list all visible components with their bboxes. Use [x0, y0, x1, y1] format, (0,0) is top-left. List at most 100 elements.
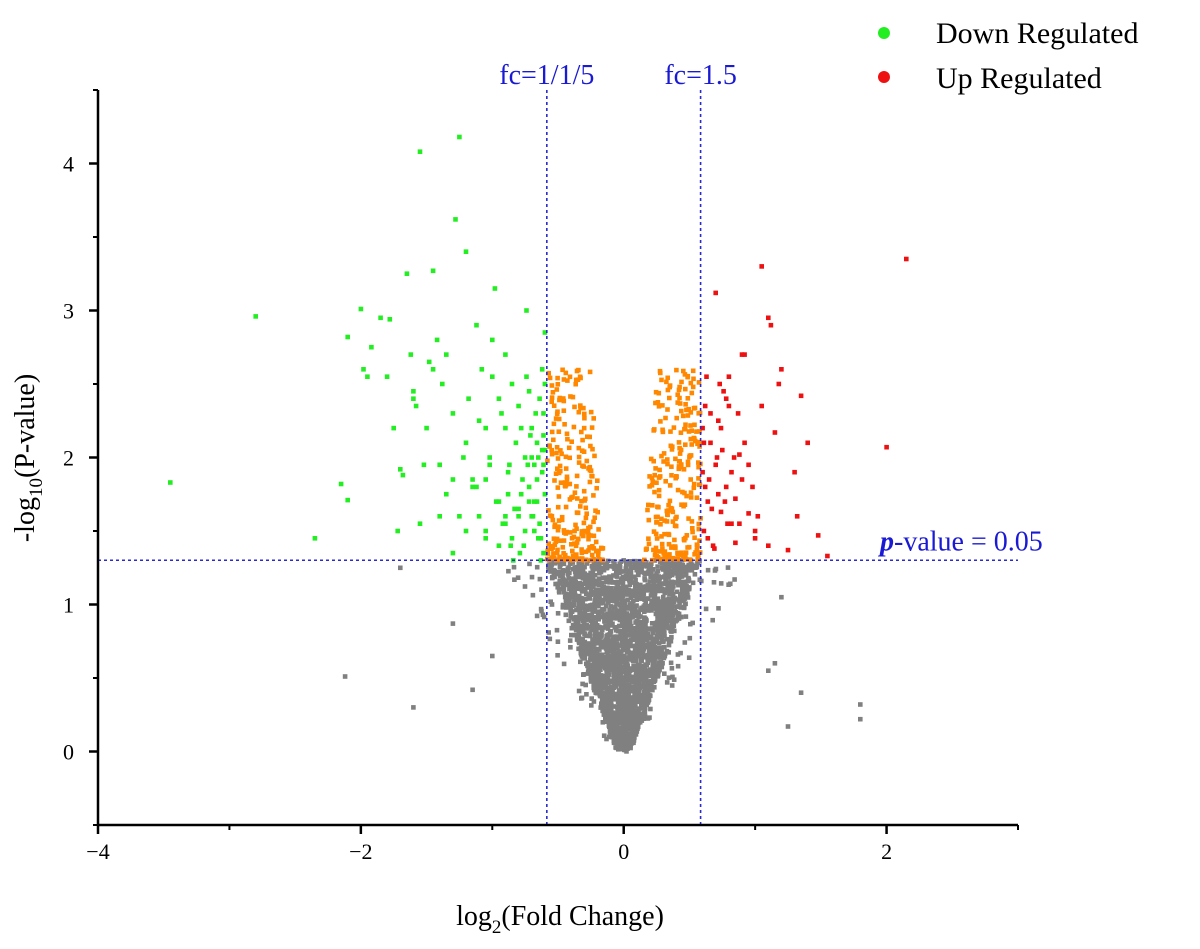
ns-point [643, 644, 648, 650]
down-regulated-point [522, 455, 528, 460]
ns-point [662, 631, 667, 636]
ns-point [608, 613, 613, 619]
fc-only-point [551, 403, 557, 408]
ns-point [613, 604, 618, 610]
down-regulated-point [466, 396, 471, 401]
ns-point [675, 663, 681, 669]
fc-only-point [558, 538, 563, 543]
fc-only-point [647, 474, 652, 479]
fc-only-point [551, 551, 556, 556]
ns-point [626, 568, 631, 573]
ns-point [668, 607, 673, 613]
fc-only-point [657, 368, 663, 374]
ns-point [587, 633, 593, 639]
fc-only-point [668, 429, 673, 434]
fc-only-point [683, 386, 688, 392]
ns-point [591, 584, 596, 590]
up-regulated-point [708, 411, 713, 416]
fc-only-point [566, 445, 572, 451]
fold-change-only-points [545, 367, 703, 563]
ns-point [624, 561, 629, 567]
ns-point [607, 664, 613, 669]
down-regulated-point [338, 481, 344, 487]
up-regulated-point [723, 396, 729, 401]
ns-point [669, 612, 675, 617]
ns-point [589, 613, 595, 618]
ns-point [608, 629, 613, 634]
fc-only-point [680, 413, 686, 419]
down-regulated-point [387, 317, 393, 322]
ns-point [548, 569, 553, 574]
ns-point [651, 578, 656, 584]
ns-point [652, 650, 658, 656]
ns-point [598, 601, 604, 606]
fc-only-point [555, 485, 561, 490]
ns-point [655, 664, 661, 669]
ns-point [655, 578, 661, 584]
ns-point [588, 592, 593, 598]
reference-line-labels: fc=1/1/5 fc=1.5 p-value = 0.05 [499, 60, 1042, 557]
ns-point [662, 653, 668, 659]
ns-point [650, 687, 655, 693]
ns-point [622, 623, 627, 629]
up-regulated-point [720, 447, 725, 453]
fc-only-point [561, 396, 566, 401]
fc-only-point [549, 447, 554, 453]
ns-point [670, 626, 675, 632]
ns-point [642, 694, 648, 699]
ns-point [623, 723, 629, 728]
ns-point [575, 574, 580, 579]
down-regulated-point [526, 484, 532, 490]
ns-point [598, 631, 604, 637]
ns-point [623, 612, 629, 617]
down-regulated-point [536, 536, 541, 541]
ns-point [546, 630, 551, 635]
ns-point [609, 586, 614, 591]
ns-point [685, 595, 691, 600]
legend-marker-up [878, 71, 890, 83]
fc-only-point [683, 550, 689, 555]
ns-point [599, 685, 605, 691]
ns-point [596, 653, 602, 659]
ns-point [614, 574, 620, 579]
ns-point [576, 624, 581, 629]
up-regulated-point [884, 444, 889, 450]
down-regulated-point [526, 499, 532, 504]
down-regulated-point [520, 477, 525, 482]
ns-point [693, 564, 698, 569]
ns-point [625, 666, 630, 671]
up-regulated-point [713, 462, 718, 468]
ns-point [612, 592, 618, 597]
ns-point [411, 705, 416, 710]
ns-point [588, 650, 594, 655]
ns-point [649, 621, 655, 626]
ns-point [614, 655, 620, 660]
ns-point [620, 703, 626, 709]
ns-point [598, 644, 604, 650]
y-axis-title-rest: (P-value) [10, 374, 41, 478]
ns-point [611, 580, 616, 585]
fc-only-point [646, 541, 652, 547]
ns-point [633, 609, 639, 615]
up-regulated-point [726, 374, 732, 379]
fc-only-point [579, 529, 585, 534]
ns-point [655, 649, 661, 655]
ns-point [631, 738, 636, 743]
ns-point [551, 567, 557, 573]
ns-point [537, 576, 543, 582]
up-regulated-point [798, 393, 804, 399]
ns-point [633, 719, 638, 724]
ns-point [620, 639, 625, 645]
ns-point [575, 570, 581, 575]
ns-point [577, 637, 583, 642]
fc-only-point [662, 557, 668, 562]
ns-point [599, 701, 604, 706]
ns-point [595, 600, 600, 606]
fc-only-point [682, 502, 688, 507]
ns-point [657, 581, 662, 587]
up-regulated-point [904, 256, 909, 262]
fc-only-point [548, 544, 553, 549]
ns-point [645, 631, 651, 636]
fc-only-point [574, 473, 580, 479]
fc-only-point [549, 395, 555, 400]
